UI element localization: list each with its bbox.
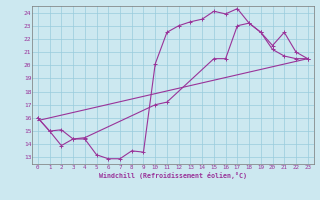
X-axis label: Windchill (Refroidissement éolien,°C): Windchill (Refroidissement éolien,°C)	[99, 172, 247, 179]
